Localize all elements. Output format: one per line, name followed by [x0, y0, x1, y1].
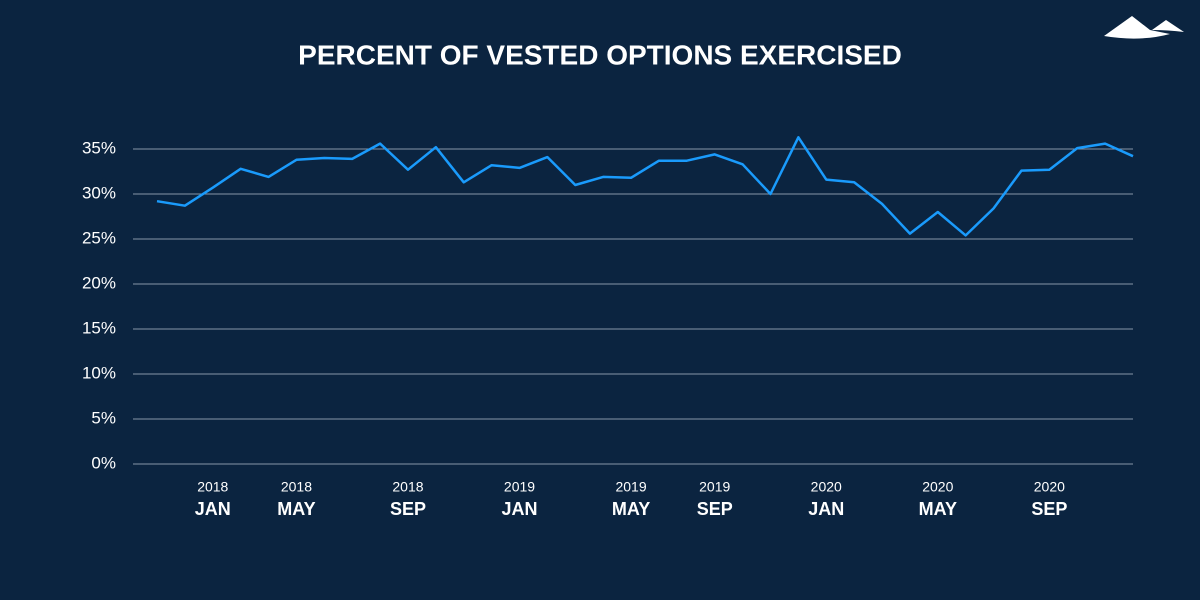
x-tick-month: MAY: [612, 499, 650, 519]
y-tick-label: 0%: [91, 453, 116, 472]
x-tick-year: 2018: [197, 479, 228, 495]
x-tick-month: JAN: [502, 499, 538, 519]
y-tick-label: 5%: [91, 408, 116, 427]
x-tick-year: 2019: [504, 479, 535, 495]
logo-mountain: [1104, 16, 1170, 39]
x-tick-year: 2020: [922, 479, 953, 495]
x-tick-year: 2020: [811, 479, 842, 495]
x-tick-month: SEP: [390, 499, 426, 519]
data-line: [156, 136, 1134, 237]
logo: [1104, 16, 1184, 39]
x-tick-year: 2018: [392, 479, 423, 495]
logo-mountain: [1152, 20, 1184, 32]
x-tick-month: JAN: [195, 499, 231, 519]
x-tick-year: 2018: [281, 479, 312, 495]
chart-title: PERCENT OF VESTED OPTIONS EXERCISED: [298, 39, 902, 70]
y-tick-label: 10%: [82, 363, 116, 382]
x-tick-year: 2019: [615, 479, 646, 495]
y-tick-label: 15%: [82, 318, 116, 337]
y-tick-label: 25%: [82, 228, 116, 247]
x-tick-month: SEP: [697, 499, 733, 519]
x-tick-month: JAN: [808, 499, 844, 519]
x-tick-month: SEP: [1031, 499, 1067, 519]
y-tick-label: 20%: [82, 273, 116, 292]
y-tick-label: 35%: [82, 138, 116, 157]
y-tick-label: 30%: [82, 183, 116, 202]
x-tick-year: 2020: [1034, 479, 1065, 495]
x-tick-month: MAY: [919, 499, 957, 519]
x-tick-month: MAY: [277, 499, 315, 519]
x-tick-year: 2019: [699, 479, 730, 495]
